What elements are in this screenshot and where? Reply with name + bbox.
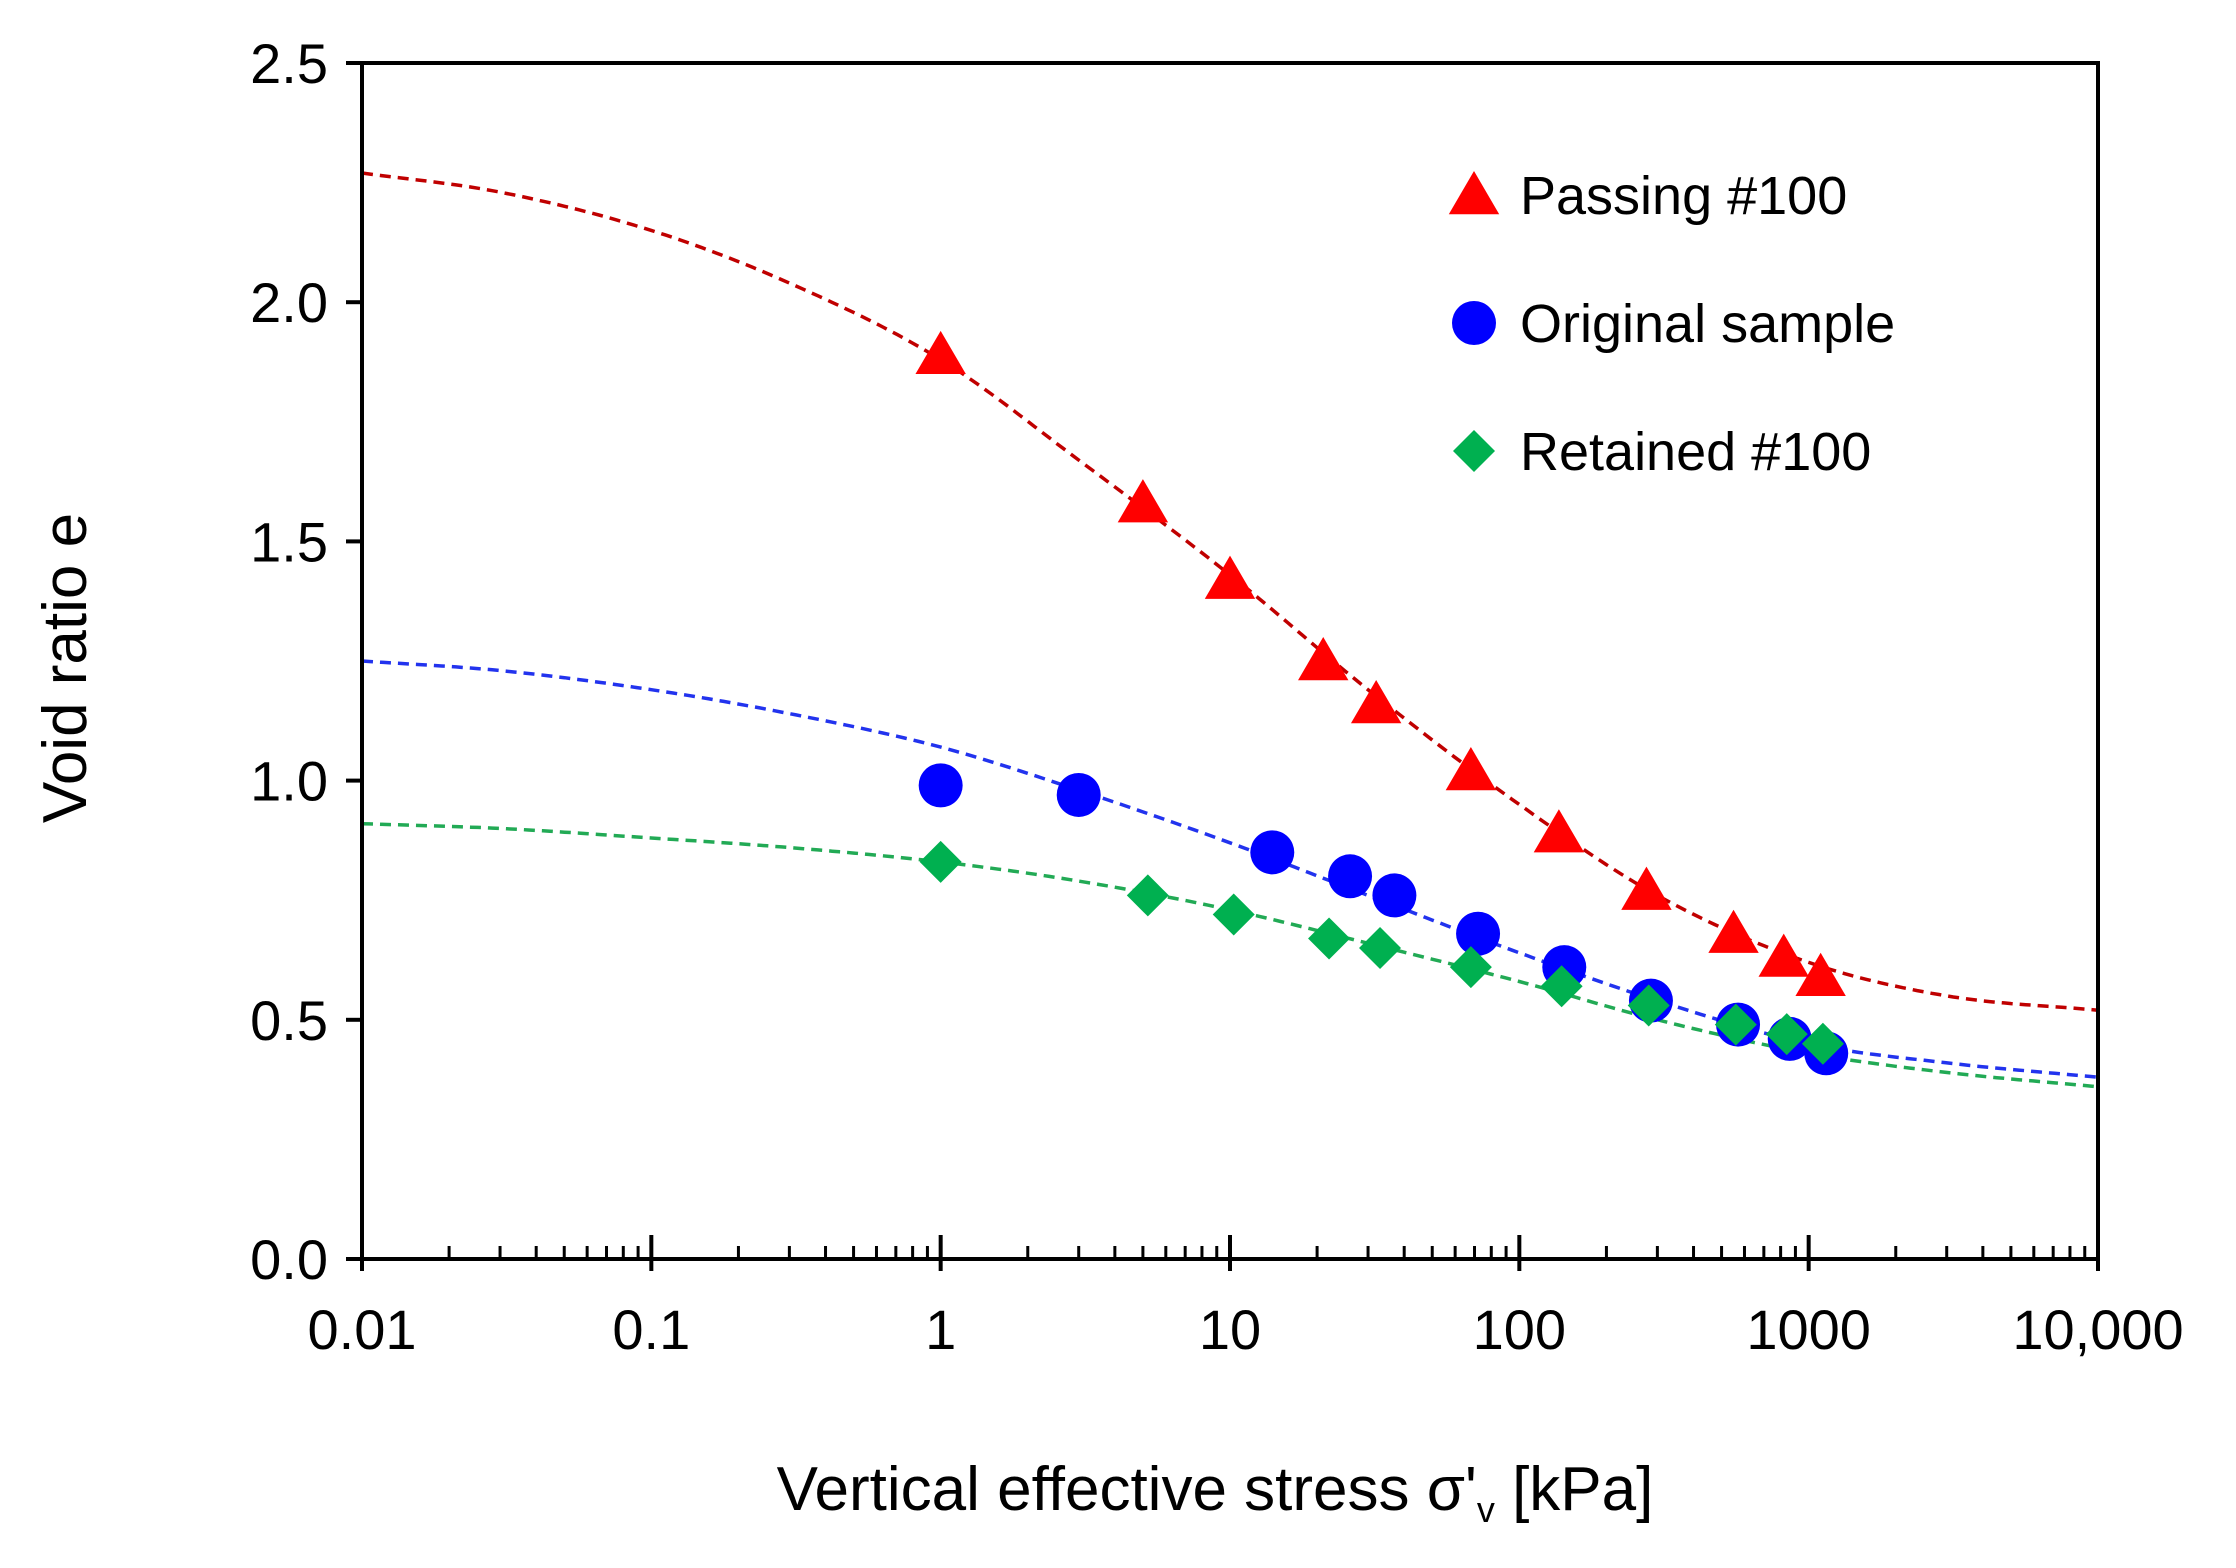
data-point-triangle bbox=[1204, 555, 1256, 599]
x-tick-label: 10,000 bbox=[2012, 1298, 2183, 1361]
data-point-circle bbox=[918, 763, 963, 808]
data-point-triangle bbox=[915, 330, 966, 375]
x-axis-title-subscript: v bbox=[1477, 1489, 1495, 1530]
y-axis-title: Void ratio e bbox=[31, 513, 100, 823]
y-axis-ticks bbox=[346, 61, 362, 1261]
data-point-circle bbox=[1250, 830, 1295, 875]
x-tick-label: 10 bbox=[1199, 1298, 1261, 1361]
data-point-triangle bbox=[1795, 952, 1846, 996]
data-point-triangle bbox=[1117, 479, 1169, 523]
data-point-circle bbox=[1372, 873, 1417, 918]
y-tick-label: 1.5 bbox=[250, 510, 328, 573]
legend-triangle-icon bbox=[1448, 171, 1500, 215]
x-tick-label: 1000 bbox=[1746, 1298, 1871, 1361]
x-tick-label: 0.1 bbox=[612, 1298, 690, 1361]
legend-item: Passing #100 bbox=[1448, 166, 1847, 226]
data-point-circle bbox=[1056, 772, 1101, 817]
x-axis-title-main: Vertical effective stress σ' bbox=[777, 1455, 1477, 1524]
data-point-triangle bbox=[1350, 680, 1402, 724]
legend-circle-icon bbox=[1452, 301, 1496, 345]
data-point-diamond bbox=[1212, 893, 1255, 936]
data-point-triangle bbox=[1758, 933, 1809, 977]
x-axis-title: Vertical effective stress σ'v [kPa] bbox=[777, 1455, 1654, 1530]
data-point-triangle bbox=[1298, 637, 1349, 681]
y-tick-label: 2.0 bbox=[250, 271, 328, 334]
data-point-diamond bbox=[1126, 874, 1169, 917]
data-point-triangle bbox=[1445, 747, 1497, 791]
data-points bbox=[915, 330, 1849, 1076]
data-point-diamond bbox=[1765, 1013, 1808, 1056]
x-axis-title-unit: [kPa] bbox=[1495, 1455, 1654, 1524]
y-axis-tick-labels: 0.0 0.5 1.0 1.5 2.0 2.5 bbox=[250, 32, 328, 1291]
data-point-diamond bbox=[919, 840, 962, 883]
legend-diamond-icon bbox=[1453, 430, 1495, 472]
legend-item: Retained #100 bbox=[1453, 422, 1871, 482]
legend-item: Original sample bbox=[1452, 294, 1895, 354]
y-tick-label: 2.5 bbox=[250, 32, 328, 95]
data-point-circle bbox=[1456, 911, 1501, 956]
x-axis-tick-labels: 0.01 0.1 1 10 100 1000 10,000 bbox=[308, 1298, 2184, 1361]
data-point-triangle bbox=[1621, 866, 1672, 910]
data-point-diamond bbox=[1359, 927, 1402, 970]
x-axis-ticks bbox=[360, 1235, 2100, 1271]
y-tick-label: 0.0 bbox=[250, 1228, 328, 1291]
legend-label: Retained #100 bbox=[1520, 422, 1871, 482]
x-tick-label: 1 bbox=[925, 1298, 956, 1361]
data-point-diamond bbox=[1308, 917, 1351, 960]
data-point-diamond bbox=[1714, 1003, 1757, 1046]
legend-label: Passing #100 bbox=[1520, 166, 1847, 226]
data-point-diamond bbox=[1801, 1022, 1844, 1065]
data-point-diamond bbox=[1449, 946, 1492, 989]
data-point-diamond bbox=[1540, 965, 1583, 1008]
y-tick-label: 1.0 bbox=[250, 750, 328, 813]
data-point-diamond bbox=[1627, 984, 1670, 1027]
data-point-circle bbox=[1328, 854, 1373, 899]
y-tick-label: 0.5 bbox=[250, 989, 328, 1052]
legend: Passing #100 Original sample Retained #100 bbox=[1448, 166, 1895, 482]
x-tick-label: 0.01 bbox=[308, 1298, 417, 1361]
data-point-triangle bbox=[1533, 809, 1585, 853]
legend-label: Original sample bbox=[1520, 294, 1895, 354]
data-point-triangle bbox=[1708, 909, 1759, 953]
x-tick-label: 100 bbox=[1473, 1298, 1566, 1361]
